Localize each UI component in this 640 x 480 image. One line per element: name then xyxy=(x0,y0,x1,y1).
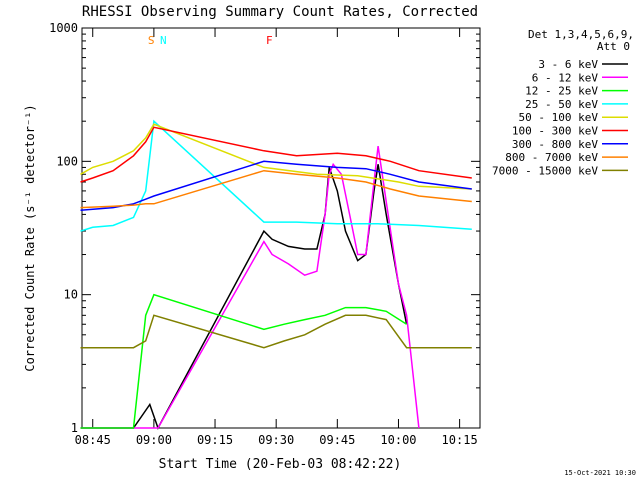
chart-title: RHESSI Observing Summary Count Rates, Co… xyxy=(82,4,478,20)
series-line xyxy=(80,123,472,190)
y-tick-label: 1000 xyxy=(49,21,78,35)
x-tick-label: 09:30 xyxy=(258,433,294,447)
y-axis-label: Corrected Count Rate (s⁻¹ detector⁻¹) xyxy=(23,104,37,371)
annotation-label: N xyxy=(160,34,167,47)
series-line xyxy=(80,169,472,209)
legend-header-line2: Att 0 xyxy=(597,40,630,53)
series-line xyxy=(80,314,472,349)
legend-label: 100 - 300 keV xyxy=(512,125,598,138)
x-tick-label: 09:00 xyxy=(136,433,172,447)
series-line xyxy=(80,119,472,232)
legend-label: 6 - 12 keV xyxy=(532,71,599,84)
legend-label: 50 - 100 keV xyxy=(519,111,599,124)
series-line xyxy=(80,293,408,429)
legend-label: 3 - 6 keV xyxy=(538,58,598,71)
series-line xyxy=(80,126,472,183)
annotation-label: S xyxy=(148,34,155,47)
legend-label: 300 - 800 keV xyxy=(512,138,598,151)
y-tick-label: 100 xyxy=(56,154,78,168)
x-tick-label: 09:45 xyxy=(319,433,355,447)
series-line xyxy=(80,145,420,429)
x-tick-label: 09:15 xyxy=(197,433,233,447)
footer-date: 15-Oct-2021 10:30 xyxy=(564,469,636,477)
y-tick-label: 10 xyxy=(64,288,78,302)
legend-label: 12 - 25 keV xyxy=(525,85,598,98)
x-tick-label: 10:00 xyxy=(380,433,416,447)
legend-label: 7000 - 15000 keV xyxy=(492,164,598,177)
series-line xyxy=(80,160,472,211)
legend-header-line1: Det 1,3,4,5,6,9, xyxy=(528,28,634,41)
legend-label: 25 - 50 keV xyxy=(525,98,598,111)
annotation-label: F xyxy=(266,34,273,47)
plot-frame xyxy=(81,27,481,429)
x-axis-label: Start Time (20-Feb-03 08:42:22) xyxy=(159,457,402,472)
x-tick-label: 08:45 xyxy=(75,433,111,447)
y-tick-label: 1 xyxy=(71,421,78,435)
legend-label: 800 - 7000 keV xyxy=(505,151,598,164)
x-tick-label: 10:15 xyxy=(442,433,478,447)
